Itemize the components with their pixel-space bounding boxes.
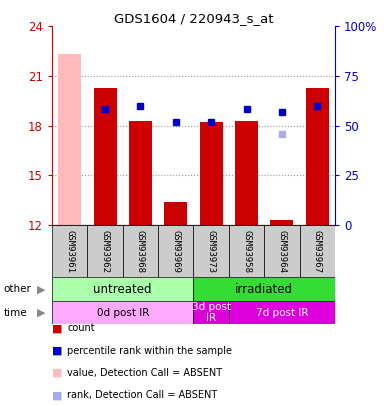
Text: 7d post IR: 7d post IR [256,308,308,318]
Text: rank, Detection Call = ABSENT: rank, Detection Call = ABSENT [67,390,218,400]
Bar [87,225,123,277]
Bar [164,202,187,225]
Text: other: other [4,284,32,294]
Text: GSM93961: GSM93961 [65,230,74,273]
Text: ■: ■ [52,390,62,400]
Bar [229,301,335,324]
Title: GDS1604 / 220943_s_at: GDS1604 / 220943_s_at [114,12,273,25]
Text: untreated: untreated [94,283,152,296]
Bar [52,277,193,301]
Bar [229,225,264,277]
Bar [235,121,258,225]
Text: GSM93973: GSM93973 [207,230,216,273]
Text: percentile rank within the sample: percentile rank within the sample [67,346,233,356]
Bar [193,277,335,301]
Text: GSM93962: GSM93962 [100,230,110,273]
Bar [123,225,158,277]
Text: ■: ■ [52,324,62,333]
Bar [94,87,117,225]
Bar [193,301,229,324]
Text: ■: ■ [52,346,62,356]
Text: ■: ■ [52,368,62,378]
Text: GSM93969: GSM93969 [171,230,180,273]
Bar [270,220,293,225]
Bar [129,121,152,225]
Bar [158,225,193,277]
Text: irradiated: irradiated [235,283,293,296]
Text: count: count [67,324,95,333]
Text: GSM93968: GSM93968 [136,230,145,273]
Bar [306,87,329,225]
Text: 0d post IR: 0d post IR [97,308,149,318]
Bar [58,54,81,225]
Text: ▶: ▶ [37,308,45,318]
Text: GSM93964: GSM93964 [277,230,286,273]
Bar [193,225,229,277]
Bar [52,301,193,324]
Bar [52,225,87,277]
Text: value, Detection Call = ABSENT: value, Detection Call = ABSENT [67,368,223,378]
Text: 3d post
IR: 3d post IR [192,302,231,324]
Text: ▶: ▶ [37,284,45,294]
Text: GSM93967: GSM93967 [313,230,322,273]
Bar [264,225,300,277]
Bar [200,122,223,225]
Text: GSM93958: GSM93958 [242,230,251,273]
Text: time: time [4,308,27,318]
Bar [300,225,335,277]
